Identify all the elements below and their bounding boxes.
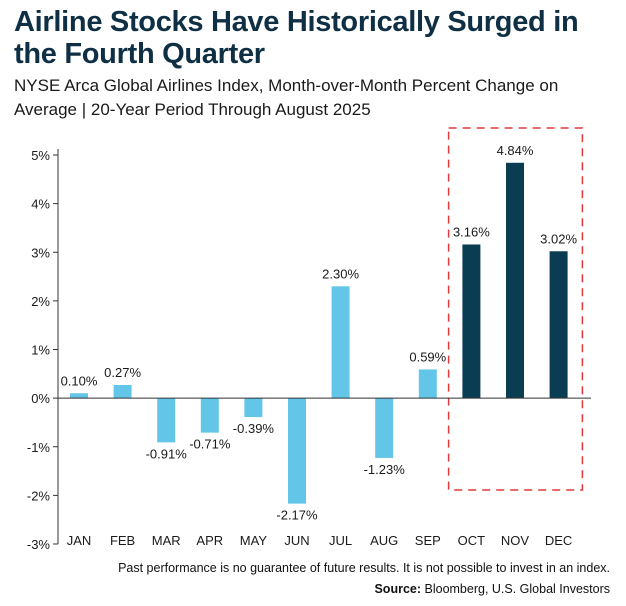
x-tick-label: JUL bbox=[329, 533, 352, 548]
y-tick-label: 3% bbox=[31, 245, 50, 260]
data-label: 2.30% bbox=[322, 266, 359, 281]
y-tick-label: 4% bbox=[31, 197, 50, 212]
bar-sep bbox=[418, 369, 437, 399]
data-label: -1.23% bbox=[364, 462, 406, 477]
y-tick-label: 2% bbox=[31, 294, 50, 309]
chart-title: Airline Stocks Have Historically Surged … bbox=[14, 6, 579, 70]
x-tick-label: OCT bbox=[458, 533, 486, 548]
bar-may bbox=[244, 398, 263, 418]
data-label: 0.10% bbox=[61, 373, 98, 388]
bar-nov bbox=[506, 162, 524, 399]
y-tick-label: -2% bbox=[27, 488, 51, 503]
data-label: 3.02% bbox=[540, 231, 577, 246]
bar-jan bbox=[70, 393, 88, 399]
y-tick-label: 1% bbox=[31, 343, 50, 358]
bar-dec bbox=[549, 251, 568, 399]
q4-highlight-box bbox=[447, 127, 584, 491]
source-text: Bloomberg, U.S. Global Investors bbox=[424, 582, 611, 596]
data-label: -0.39% bbox=[233, 421, 275, 436]
bar-apr bbox=[200, 398, 219, 433]
data-label: 4.84% bbox=[497, 143, 534, 158]
x-tick-label: MAR bbox=[152, 533, 181, 548]
data-label: 0.59% bbox=[409, 349, 446, 364]
bar-jul bbox=[331, 286, 350, 399]
y-tick-label: 5% bbox=[31, 148, 50, 163]
bar-feb bbox=[113, 384, 132, 399]
data-label: 3.16% bbox=[453, 224, 490, 239]
data-label: -2.17% bbox=[276, 508, 318, 523]
disclaimer-note: Past performance is no guarantee of futu… bbox=[118, 561, 610, 575]
y-tick-label: -1% bbox=[27, 440, 51, 455]
y-tick-label: 0% bbox=[31, 391, 50, 406]
bar-aug bbox=[375, 398, 394, 458]
source-label: Source: bbox=[374, 582, 422, 596]
x-tick-label: APR bbox=[196, 533, 223, 548]
data-label: 0.27% bbox=[104, 365, 141, 380]
bar-oct bbox=[462, 244, 481, 399]
data-label: -0.71% bbox=[189, 437, 231, 452]
bar-mar bbox=[157, 398, 176, 443]
x-tick-label: NOV bbox=[501, 533, 530, 548]
x-tick-label: SEP bbox=[415, 533, 441, 548]
x-tick-label: MAY bbox=[240, 533, 268, 548]
chart-subtitle: NYSE Arca Global Airlines Index, Month-o… bbox=[14, 76, 559, 119]
x-tick-label: FEB bbox=[110, 533, 135, 548]
x-tick-label: JUN bbox=[284, 533, 309, 548]
x-tick-label: JAN bbox=[67, 533, 92, 548]
bar-jun bbox=[288, 398, 306, 504]
data-label: -0.91% bbox=[146, 446, 188, 461]
y-tick-label: -3% bbox=[27, 537, 51, 552]
x-tick-label: DEC bbox=[545, 533, 572, 548]
source-note: Source: Bloomberg, U.S. Global Investors bbox=[374, 582, 610, 596]
x-tick-label: AUG bbox=[370, 533, 398, 548]
